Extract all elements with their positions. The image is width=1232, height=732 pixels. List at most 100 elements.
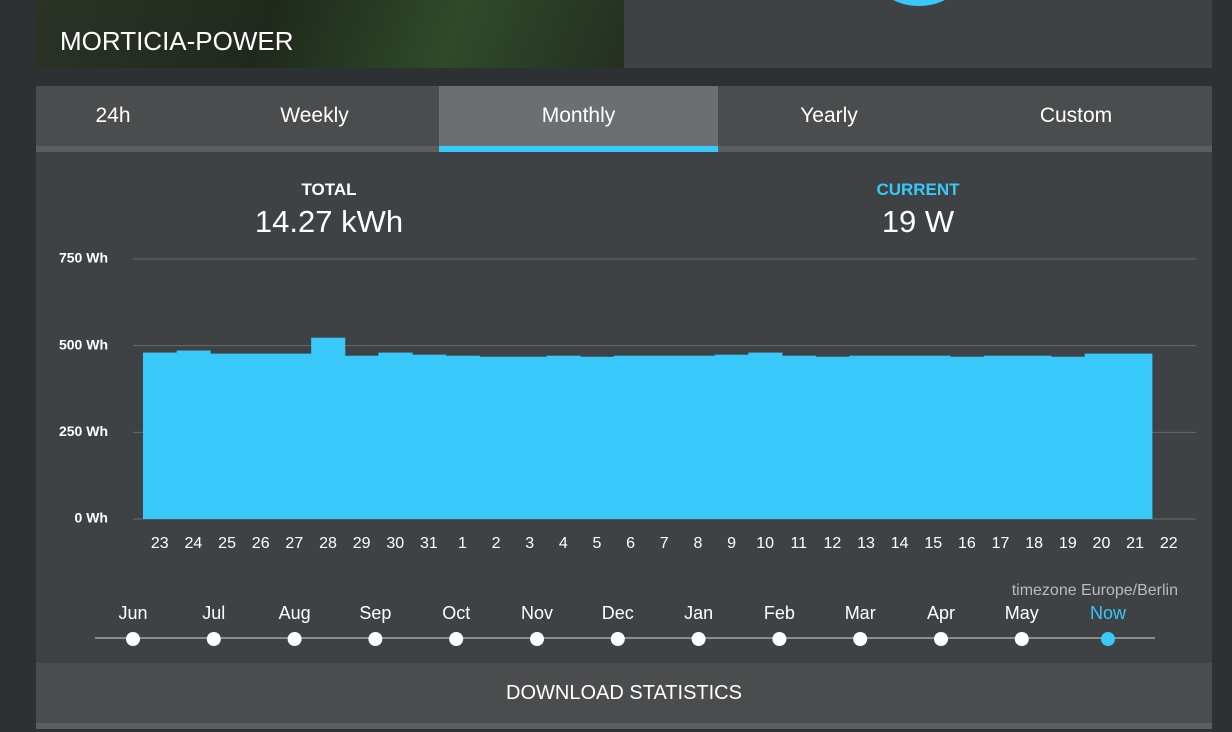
x-tick-label: 22: [1160, 535, 1178, 552]
timeline-dot[interactable]: [1014, 632, 1029, 646]
bar: [243, 353, 279, 519]
x-tick-label: 18: [1025, 535, 1043, 552]
timeline-dot[interactable]: [853, 632, 868, 646]
timeline-dot[interactable]: [1101, 632, 1115, 646]
bar: [950, 356, 985, 519]
timeline-dot[interactable]: [449, 632, 464, 646]
timeline-label[interactable]: Sep: [359, 603, 391, 623]
bar: [748, 352, 783, 519]
bar: [916, 355, 951, 519]
timeline-label[interactable]: Nov: [521, 603, 553, 623]
tab-active[interactable]: Monthly: [439, 86, 718, 152]
bar: [882, 355, 917, 519]
y-tick-label: 0 Wh: [75, 510, 108, 526]
x-tick-label: 12: [824, 535, 842, 552]
bar: [781, 355, 817, 519]
timeline-label[interactable]: May: [1005, 603, 1039, 623]
x-tick-label: 2: [492, 535, 501, 552]
tab[interactable]: Yearly: [800, 104, 858, 127]
bar: [1051, 356, 1086, 519]
bar: [210, 353, 245, 519]
bar: [1017, 355, 1052, 519]
x-tick-label: 24: [185, 535, 203, 552]
bar: [143, 352, 178, 519]
tab[interactable]: 24h: [95, 104, 131, 127]
device-banner: MORTICIA-POWER: [36, 0, 624, 68]
bar: [479, 356, 514, 519]
status-panel: [624, 0, 1212, 68]
bar: [1084, 353, 1119, 519]
x-tick-label: 30: [386, 535, 404, 552]
x-tick-label: 8: [693, 535, 702, 552]
x-tick-label: 5: [593, 535, 602, 552]
bar: [344, 355, 379, 519]
timeline-label[interactable]: Now: [1090, 603, 1127, 623]
timeline-dot[interactable]: [287, 632, 302, 646]
timeline-dot[interactable]: [610, 632, 625, 646]
x-tick-label: 17: [992, 535, 1010, 552]
chart: timezone Europe/Berlin 0 Wh 250 Wh 500 Wh 7…: [59, 250, 1196, 646]
timeline-dot[interactable]: [772, 632, 787, 646]
status-circle: [874, 0, 964, 6]
timeline-dot[interactable]: [691, 632, 706, 646]
download-button[interactable]: DOWNLOAD STATISTICS: [36, 663, 1212, 729]
x-tick-label: 21: [1126, 535, 1144, 552]
timeline-dot[interactable]: [934, 632, 948, 646]
bar: [580, 356, 615, 519]
timeline-label[interactable]: Jan: [684, 603, 713, 623]
x-tick-label: 20: [1093, 535, 1111, 552]
x-tick-label: 27: [285, 535, 303, 552]
bar: [714, 354, 749, 519]
bar: [849, 355, 884, 519]
timeline-dot[interactable]: [126, 632, 140, 646]
x-tick-label: 6: [626, 535, 635, 552]
timeline-dot[interactable]: [368, 632, 383, 646]
chart-panel: TOTAL 14.27 kWh CURRENT 19 W timezone Eu…: [36, 152, 1212, 663]
current-label: CURRENT: [876, 180, 960, 199]
tab-bar: 24h Weekly Monthly Yearly Custom: [36, 86, 1212, 152]
x-tick-label: 3: [525, 535, 534, 552]
timeline-label[interactable]: Mar: [845, 603, 876, 623]
total-value: 14.27 kWh: [254, 204, 404, 239]
x-tick-label: 26: [252, 535, 270, 552]
timeline-label[interactable]: Jul: [202, 603, 225, 623]
bar: [613, 355, 648, 519]
tab[interactable]: Custom: [1039, 104, 1113, 127]
timeline-label[interactable]: Apr: [927, 603, 955, 623]
timeline-label[interactable]: Jun: [118, 603, 147, 623]
y-tick-label: 750 Wh: [59, 250, 108, 266]
x-tick-label: 4: [559, 535, 568, 552]
bar: [681, 355, 716, 519]
x-tick-label: 29: [353, 535, 371, 552]
bar: [176, 350, 211, 519]
bar: [647, 355, 682, 519]
bar: [546, 355, 581, 519]
total-label: TOTAL: [301, 180, 357, 199]
y-tick-label: 250 Wh: [59, 423, 108, 439]
device-title: MORTICIA-POWER: [60, 26, 294, 56]
tab[interactable]: Weekly: [280, 104, 349, 127]
x-tick-label: 31: [420, 535, 438, 552]
timezone: timezone Europe/Berlin: [1012, 582, 1178, 599]
x-tick-label: 28: [319, 535, 337, 552]
x-tick-label: 10: [756, 535, 774, 552]
timeline-label[interactable]: Aug: [279, 603, 311, 623]
x-tick-label: 19: [1059, 535, 1077, 552]
x-tick-label: 13: [857, 535, 875, 552]
x-tick-label: 14: [891, 535, 909, 552]
x-tick-label: 7: [660, 535, 669, 552]
timeline-dot[interactable]: [530, 632, 544, 646]
current-value: 19 W: [881, 204, 955, 239]
x-tick-label: 25: [218, 535, 236, 552]
bar: [512, 356, 548, 519]
bar: [412, 354, 447, 519]
bar: [277, 353, 312, 519]
timeline-dot[interactable]: [206, 632, 221, 646]
x-tick-label: 9: [727, 535, 736, 552]
timeline-label[interactable]: Dec: [602, 603, 634, 623]
bar: [445, 355, 480, 519]
bar: [378, 352, 413, 519]
timeline-label[interactable]: Oct: [442, 603, 470, 623]
timeline-label[interactable]: Feb: [764, 603, 795, 623]
y-tick-label: 500 Wh: [59, 336, 108, 352]
